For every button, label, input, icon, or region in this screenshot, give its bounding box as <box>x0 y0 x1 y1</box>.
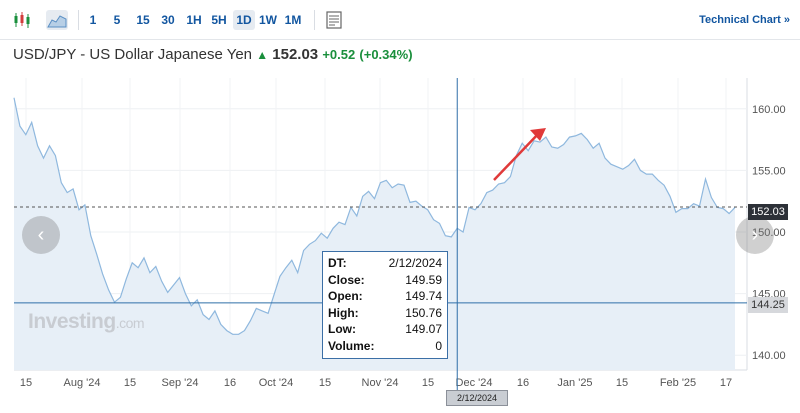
technical-chart-link[interactable]: Technical Chart » <box>699 14 790 26</box>
x-tick-label: 16 <box>517 377 529 389</box>
interval-1m[interactable]: 1 <box>89 13 97 27</box>
scroll-right-button[interactable]: › <box>736 216 774 254</box>
interval-1mo[interactable]: 1M <box>284 13 302 27</box>
price-change: +0.52 <box>322 47 356 62</box>
toolbar-divider <box>78 10 79 30</box>
x-tick-label: Aug '24 <box>64 377 101 389</box>
interval-1w[interactable]: 1W <box>259 13 277 27</box>
x-tick-label: Nov '24 <box>362 377 399 389</box>
x-tick-label: 15 <box>422 377 434 389</box>
x-tick-label: 15 <box>124 377 136 389</box>
chart-toolbar: 1 5 15 30 1H 5H 1D 1W 1M Technical Chart… <box>0 0 800 40</box>
x-tick-label: Sep '24 <box>162 377 199 389</box>
price-change-pct: (+0.34%) <box>359 47 413 62</box>
interval-1h[interactable]: 1H <box>186 13 202 27</box>
ohlc-tooltip: DT: 2/12/2024 Close: 149.59 Open: 149.74 Hi… <box>322 251 448 359</box>
tooltip-row-date: DT: 2/12/2024 <box>328 256 442 270</box>
x-tick-label: Jan '25 <box>557 377 592 389</box>
tooltip-row-close: Close: 149.59 <box>328 272 442 287</box>
interval-30m[interactable]: 30 <box>161 13 175 27</box>
x-tick-label: 16 <box>224 377 236 389</box>
price-area-fill <box>14 97 735 370</box>
y-tick-label: 155.00 <box>752 165 786 177</box>
up-arrow-icon: ▲ <box>256 48 269 62</box>
indicators-icon[interactable] <box>323 10 345 30</box>
chevron-left-icon: ‹ <box>37 224 45 246</box>
crosshair-price-badge: 144.25 <box>748 297 788 313</box>
tooltip-row-open: Open: 149.74 <box>328 289 442 304</box>
chevron-right-icon: › <box>751 224 759 246</box>
tooltip-row-volume: Volume: 0 <box>328 338 442 353</box>
area-chart-icon[interactable] <box>46 10 68 30</box>
annotation-arrow <box>493 131 541 181</box>
x-tick-label: Dec '24 <box>456 377 493 389</box>
investing-watermark: Investing.com <box>28 310 145 333</box>
y-tick-label: 150.00 <box>752 227 786 239</box>
y-tick-label: 160.00 <box>752 104 786 116</box>
x-tick-label: 15 <box>20 377 32 389</box>
interval-15m[interactable]: 15 <box>136 13 150 27</box>
pair-name: USD/JPY - US Dollar Japanese Yen <box>13 46 253 63</box>
x-tick-label: 17 <box>720 377 732 389</box>
instrument-title: USD/JPY - US Dollar Japanese Yen ▲ 152.0… <box>13 46 413 63</box>
x-tick-label: 15 <box>319 377 331 389</box>
last-price: 152.03 <box>272 46 319 63</box>
interval-5m[interactable]: 5 <box>113 13 121 27</box>
tooltip-row-low: Low: 149.07 <box>328 322 442 337</box>
candlestick-icon[interactable] <box>12 10 34 30</box>
tooltip-row-high: High: 150.76 <box>328 305 442 320</box>
interval-1d[interactable]: 1D <box>233 10 255 30</box>
scroll-left-button[interactable]: ‹ <box>22 216 60 254</box>
crosshair-date-badge: 2/12/2024 <box>446 390 508 406</box>
annotation-arrow-head <box>530 128 546 141</box>
toolbar-divider <box>314 10 315 30</box>
y-tick-label: 140.00 <box>752 350 786 362</box>
price-line <box>13 97 736 335</box>
x-axis-labels: 15 Aug '24 15 Sep '24 16 Oct '24 15 Nov '24 15 De… <box>20 377 732 389</box>
x-tick-label: Oct '24 <box>259 377 294 389</box>
x-tick-label: 15 <box>616 377 628 389</box>
interval-5h[interactable]: 5H <box>211 13 227 27</box>
current-price-badge: 152.03 <box>748 204 788 220</box>
x-tick-label: Feb '25 <box>660 377 696 389</box>
